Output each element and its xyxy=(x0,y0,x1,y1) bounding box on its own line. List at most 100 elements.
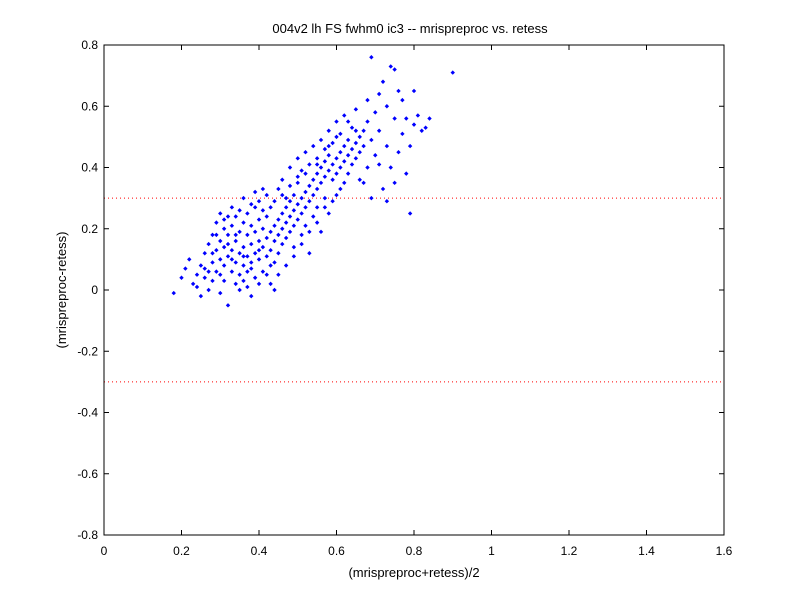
data-point-83 xyxy=(280,211,285,216)
data-point-194 xyxy=(450,70,455,75)
data-point-206 xyxy=(252,205,258,210)
data-point-137 xyxy=(330,140,335,146)
data-point-212 xyxy=(314,162,320,167)
data-point-132 xyxy=(326,153,331,158)
data-point-77 xyxy=(272,198,277,204)
data-point-8 xyxy=(198,293,204,299)
data-point-62 xyxy=(256,198,262,204)
data-point-140 xyxy=(334,119,339,124)
data-point-39 xyxy=(237,251,242,256)
data-point-82 xyxy=(276,251,281,256)
data-point-87 xyxy=(283,205,289,210)
data-point-88 xyxy=(283,220,289,225)
data-point-91 xyxy=(287,214,293,219)
data-point-170 xyxy=(376,91,382,97)
data-point-26 xyxy=(221,226,227,231)
data-point-40 xyxy=(237,229,242,235)
data-point-109 xyxy=(303,149,308,155)
data-point-65 xyxy=(260,208,266,213)
data-point-220 xyxy=(307,229,312,235)
data-point-125 xyxy=(318,137,324,143)
data-point-145 xyxy=(342,143,347,149)
data-point-90 xyxy=(283,263,289,268)
data-point-157 xyxy=(353,107,359,112)
data-point-164 xyxy=(365,165,370,170)
data-point-0 xyxy=(171,290,176,296)
data-point-9 xyxy=(202,275,207,280)
data-point-99 xyxy=(295,202,300,207)
data-point-44 xyxy=(241,220,246,225)
data-point-169 xyxy=(373,153,378,158)
data-point-149 xyxy=(345,153,351,158)
data-point-74 xyxy=(268,281,273,287)
data-point-45 xyxy=(241,263,246,268)
data-point-7 xyxy=(198,263,204,268)
data-point-54 xyxy=(249,202,254,207)
data-point-203 xyxy=(264,272,269,277)
data-point-177 xyxy=(388,165,393,170)
data-point-101 xyxy=(295,174,300,179)
data-point-67 xyxy=(264,235,269,241)
data-point-158 xyxy=(357,134,362,140)
data-point-57 xyxy=(252,189,258,195)
data-point-162 xyxy=(361,143,366,149)
data-point-238 xyxy=(384,198,390,204)
data-point-216 xyxy=(353,128,359,133)
data-point-229 xyxy=(218,272,223,277)
data-point-191 xyxy=(419,128,424,133)
data-point-76 xyxy=(272,238,277,244)
data-point-105 xyxy=(299,232,304,238)
x-tick-label-4: 0.8 xyxy=(406,544,423,558)
data-point-221 xyxy=(314,220,320,225)
data-point-163 xyxy=(365,97,370,103)
data-point-197 xyxy=(221,217,227,222)
data-point-10 xyxy=(202,251,207,256)
data-point-23 xyxy=(218,290,223,296)
y-tick-label-6: 0.4 xyxy=(81,161,98,175)
data-point-202 xyxy=(256,281,262,287)
data-point-14 xyxy=(210,260,215,265)
data-point-195 xyxy=(241,278,246,284)
y-axis-ticks: -0.8 -0.6 -0.4 -0.2 0 0.2 0.4 0.6 0.8 xyxy=(77,38,724,542)
data-point-215 xyxy=(345,119,351,124)
data-point-135 xyxy=(330,162,335,167)
data-point-223 xyxy=(330,198,335,204)
data-point-1 xyxy=(179,275,184,280)
data-point-173 xyxy=(380,79,386,84)
x-tick-label-7: 1.4 xyxy=(638,544,655,558)
data-point-60 xyxy=(256,217,262,222)
data-point-171 xyxy=(376,128,382,133)
data-point-79 xyxy=(276,217,281,222)
data-point-36 xyxy=(233,260,238,265)
data-point-103 xyxy=(299,195,304,201)
data-point-174 xyxy=(384,143,390,149)
data-point-126 xyxy=(318,229,324,235)
data-point-69 xyxy=(264,254,269,259)
data-point-61 xyxy=(256,257,262,262)
data-point-181 xyxy=(396,149,401,155)
data-point-189 xyxy=(411,88,417,94)
data-point-146 xyxy=(342,159,347,164)
data-point-34 xyxy=(229,223,235,228)
data-point-160 xyxy=(357,177,362,182)
data-point-148 xyxy=(342,113,347,118)
data-point-37 xyxy=(233,238,238,244)
data-point-49 xyxy=(245,211,250,216)
data-point-208 xyxy=(280,192,285,198)
data-point-134 xyxy=(326,211,331,216)
data-point-184 xyxy=(404,171,409,176)
data-point-178 xyxy=(392,116,397,121)
data-point-180 xyxy=(396,88,401,94)
y-tick-label-2: -0.4 xyxy=(77,406,98,420)
data-point-176 xyxy=(388,64,393,69)
data-point-4 xyxy=(190,281,196,287)
data-point-18 xyxy=(214,220,219,225)
data-point-210 xyxy=(295,180,300,186)
data-point-73 xyxy=(268,247,273,253)
data-point-236 xyxy=(369,195,374,201)
data-point-43 xyxy=(241,244,246,250)
data-point-47 xyxy=(245,254,250,259)
data-point-154 xyxy=(349,162,355,167)
data-point-183 xyxy=(400,97,405,103)
data-point-147 xyxy=(342,180,347,186)
